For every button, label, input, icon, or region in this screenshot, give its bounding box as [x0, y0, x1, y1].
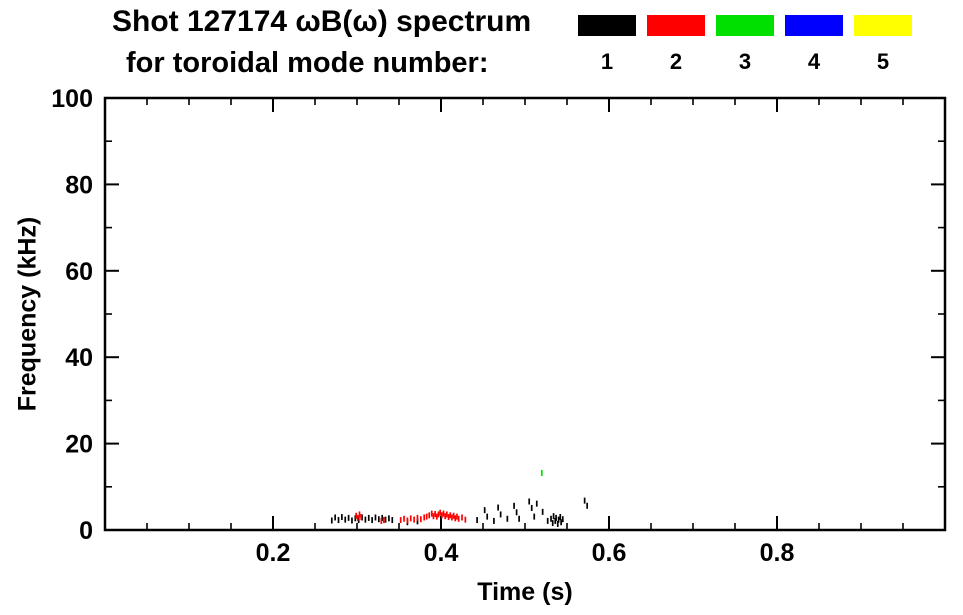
legend-label-2: 2: [669, 49, 683, 74]
legend-item-4: 4: [785, 15, 843, 73]
legend-swatch-1: [578, 15, 636, 36]
legend-swatch-5: [854, 15, 912, 36]
legend-item-2: 2: [647, 15, 705, 73]
legend-item-5: 5: [854, 15, 912, 73]
plot-frame: [103, 96, 947, 532]
x-tick-label: 0.2: [256, 539, 291, 567]
y-tick-label: 0: [79, 517, 93, 545]
y-tick-label: 100: [51, 85, 93, 113]
chart-title-line1: Shot 127174 ωB(ω) spectrum: [112, 5, 532, 38]
y-tick-label: 20: [65, 431, 93, 459]
x-axis-title: Time (s): [477, 578, 573, 606]
x-tick-label: 0.4: [424, 539, 459, 567]
legend-swatch-2: [647, 15, 705, 36]
legend-label-3: 3: [738, 49, 752, 74]
legend-item-3: 3: [716, 15, 774, 73]
legend-swatch-4: [785, 15, 843, 36]
legend-swatch-3: [716, 15, 774, 36]
legend-label-4: 4: [807, 49, 821, 74]
legend-label-1: 1: [600, 49, 614, 74]
y-tick-label: 80: [65, 171, 93, 199]
chart-title-line2: for toroidal mode number:: [126, 47, 489, 79]
y-tick-label: 40: [65, 344, 93, 372]
x-tick-label: 0.8: [760, 539, 795, 567]
legend-item-1: 1: [578, 15, 636, 73]
legend: 1 2 3 4 5: [578, 15, 912, 73]
legend-label-5: 5: [876, 49, 890, 74]
y-tick-label: 60: [65, 258, 93, 286]
x-tick-label: 0.6: [592, 539, 627, 567]
